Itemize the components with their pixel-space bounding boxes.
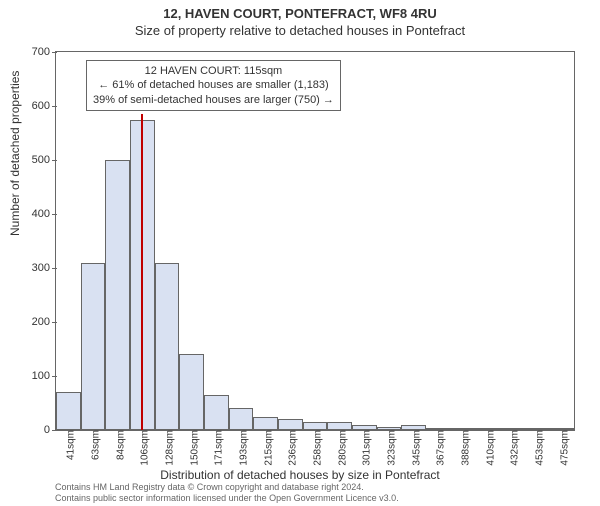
y-tick: 600 [32, 100, 56, 112]
x-tick: 128sqm [159, 430, 176, 466]
histogram-bar [327, 422, 352, 430]
histogram-bar [105, 160, 130, 430]
y-tick: 300 [32, 262, 56, 274]
property-marker-line [141, 114, 143, 430]
histogram-bar [81, 263, 106, 430]
y-tick: 700 [32, 46, 56, 58]
x-tick: 150sqm [183, 430, 200, 466]
x-tick: 388sqm [455, 430, 472, 466]
x-tick: 410sqm [479, 430, 496, 466]
annotation-line-2: ← 61% of detached houses are smaller (1,… [93, 78, 334, 92]
footer-line-1: Contains HM Land Registry data © Crown c… [55, 482, 399, 493]
x-tick: 280sqm [331, 430, 348, 466]
histogram-bar [229, 408, 254, 430]
footer-line-2: Contains public sector information licen… [55, 493, 399, 504]
x-tick: 323sqm [381, 430, 398, 466]
property-annotation-box: 12 HAVEN COURT: 115sqm ← 61% of detached… [86, 60, 341, 111]
histogram-bar [303, 422, 328, 430]
page-subtitle: Size of property relative to detached ho… [0, 23, 600, 38]
x-tick: 41sqm [60, 430, 77, 460]
x-tick: 345sqm [405, 430, 422, 466]
footer-attribution: Contains HM Land Registry data © Crown c… [55, 482, 399, 504]
x-tick: 215sqm [257, 430, 274, 466]
x-tick: 367sqm [430, 430, 447, 466]
x-tick: 84sqm [109, 430, 126, 460]
histogram-bar [155, 263, 180, 430]
y-tick: 0 [44, 424, 56, 436]
x-tick: 301sqm [356, 430, 373, 466]
annotation-line-1: 12 HAVEN COURT: 115sqm [93, 64, 334, 78]
y-tick: 400 [32, 208, 56, 220]
x-tick: 63sqm [85, 430, 102, 460]
x-tick: 171sqm [208, 430, 225, 466]
histogram-bar [56, 392, 81, 430]
x-tick: 106sqm [134, 430, 151, 466]
x-tick: 193sqm [233, 430, 250, 466]
x-tick: 432sqm [504, 430, 521, 466]
annotation-line-3: 39% of semi-detached houses are larger (… [93, 93, 334, 107]
histogram-bar [253, 417, 278, 431]
x-tick: 236sqm [282, 430, 299, 466]
y-tick: 200 [32, 316, 56, 328]
histogram-bar [278, 419, 303, 430]
x-tick: 258sqm [307, 430, 324, 466]
page-title: 12, HAVEN COURT, PONTEFRACT, WF8 4RU [0, 6, 600, 21]
x-axis-label: Distribution of detached houses by size … [0, 468, 600, 482]
histogram-bar [204, 395, 229, 430]
y-tick: 500 [32, 154, 56, 166]
y-tick: 100 [32, 370, 56, 382]
histogram-chart: 12 HAVEN COURT: 115sqm ← 61% of detached… [55, 51, 575, 431]
histogram-bar [179, 354, 204, 430]
x-tick: 453sqm [529, 430, 546, 466]
y-axis-label: Number of detached properties [8, 71, 22, 236]
x-tick: 475sqm [553, 430, 570, 466]
